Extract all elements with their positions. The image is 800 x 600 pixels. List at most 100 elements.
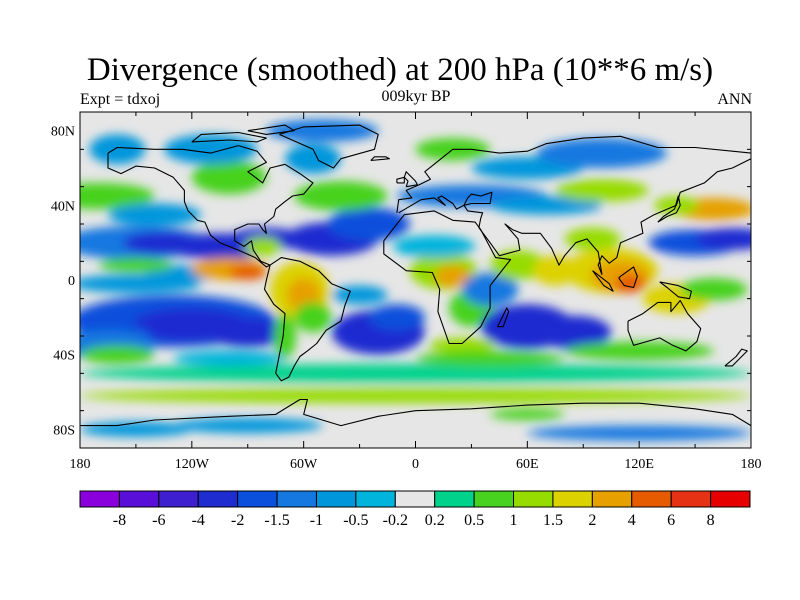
field-patch	[680, 278, 748, 301]
field-patch	[294, 181, 388, 211]
colorbar-label: -1.5	[264, 512, 289, 529]
plot-title: Divergence (smoothed) at 200 hPa (10**6 …	[86, 52, 714, 88]
lat-tick-label: 80S	[53, 423, 75, 438]
field-patch	[98, 257, 174, 273]
colorbar-label: 0.2	[425, 512, 445, 529]
coastline	[279, 124, 379, 169]
lon-tick-label: 60W	[290, 457, 318, 472]
lat-tick-label: 40N	[51, 199, 75, 214]
time-label: 009kyr BP	[381, 88, 451, 105]
field-patch	[434, 265, 472, 288]
field-patch	[415, 350, 565, 366]
coastline	[627, 299, 702, 352]
field-patch	[564, 341, 714, 361]
lon-labels: 180 120W 60W 0 60E 120E 180	[70, 457, 762, 472]
colorbar	[79, 490, 751, 508]
coastline	[383, 210, 512, 345]
colorbar-label: 1	[510, 512, 518, 529]
coastline	[724, 348, 748, 367]
lat-labels: 80N 40N 0 40S 80S	[51, 125, 75, 439]
field-patch	[331, 285, 388, 305]
colorbar-swatch	[513, 490, 554, 508]
field-patch	[428, 337, 496, 353]
field-patch	[368, 304, 425, 331]
coastline	[396, 135, 751, 213]
lat-tick-label: 80N	[51, 125, 75, 140]
colorbar-label: -0.5	[343, 512, 368, 529]
field-patch	[173, 418, 323, 434]
coastline	[107, 145, 314, 268]
coastline	[657, 195, 681, 223]
colorbar-label: 6	[667, 512, 675, 529]
experiment-label: Expt = tdxoj	[80, 91, 161, 108]
colorbar-swatch	[473, 490, 515, 508]
lon-tick-label: 0	[412, 457, 419, 472]
colorbar-swatch	[158, 490, 199, 508]
field-patch	[273, 313, 297, 359]
lon-tick-label: 180	[741, 457, 762, 472]
colorbar-label: 0.5	[464, 512, 484, 529]
colorbar-label: -4	[192, 512, 205, 529]
field-patch	[536, 315, 612, 350]
field-patch	[266, 119, 379, 142]
field-patch	[244, 237, 282, 256]
colorbar-swatch	[276, 490, 317, 508]
coastline	[370, 156, 390, 162]
lon-tick-label: 60E	[516, 457, 539, 472]
field-patch	[108, 203, 202, 226]
coastline	[497, 307, 510, 328]
coastline	[396, 176, 405, 184]
field-patch	[490, 408, 565, 420]
field-patch	[285, 143, 341, 174]
coastline	[659, 281, 692, 300]
field-patch	[80, 182, 155, 210]
coastline	[191, 131, 267, 143]
colorbar-swatch	[631, 490, 672, 508]
colorbar-labels: -8 -6 -4 -2 -1.5 -1 -0.5 -0.2 0.2 0.5 1 1.5 2 4 6 8	[113, 512, 715, 529]
coastline	[263, 257, 351, 382]
colorbar-swatch	[670, 490, 712, 508]
coastline	[463, 191, 493, 206]
colorbar-swatch	[434, 490, 475, 508]
field-patch	[536, 138, 668, 169]
colorbar-swatch	[79, 490, 120, 508]
colorbar-label: -2	[231, 512, 244, 529]
colorbar-label: 2	[588, 512, 596, 529]
colorbar-swatch	[237, 490, 278, 508]
field-patch	[89, 134, 146, 165]
field-patch	[173, 350, 285, 366]
field-patch	[80, 345, 155, 365]
field-patch	[80, 364, 751, 383]
field-patch	[191, 160, 267, 195]
field-patch	[294, 302, 332, 333]
colorbar-label: -0.2	[383, 512, 408, 529]
field-patch	[532, 255, 578, 286]
field-patch	[206, 317, 289, 348]
colorbar-swatch	[118, 490, 160, 508]
field-patch	[614, 274, 645, 294]
colorbar-label: 8	[707, 512, 715, 529]
coastlines	[80, 124, 751, 427]
lon-tick-label: 120E	[624, 457, 654, 472]
colorbar-swatch	[355, 490, 396, 508]
coastline	[398, 158, 751, 275]
field-patch	[490, 196, 602, 215]
field-patch	[695, 227, 751, 251]
coastline	[592, 270, 614, 292]
season-label: ANN	[717, 91, 752, 108]
lon-tick-label: 180	[70, 457, 91, 472]
field-patch	[490, 250, 546, 280]
field-patch	[229, 265, 267, 280]
field-patch	[564, 227, 621, 251]
axis-ticks	[79, 111, 752, 449]
colorbar-swatch	[552, 490, 593, 508]
field-patch	[80, 421, 192, 437]
divergence-field	[80, 119, 751, 441]
coastline	[247, 124, 295, 135]
field-patch	[527, 425, 751, 441]
colorbar-swatch	[710, 490, 751, 508]
colorbar-label: -6	[152, 512, 165, 529]
field-patch	[555, 179, 649, 202]
field-patch	[163, 134, 258, 165]
